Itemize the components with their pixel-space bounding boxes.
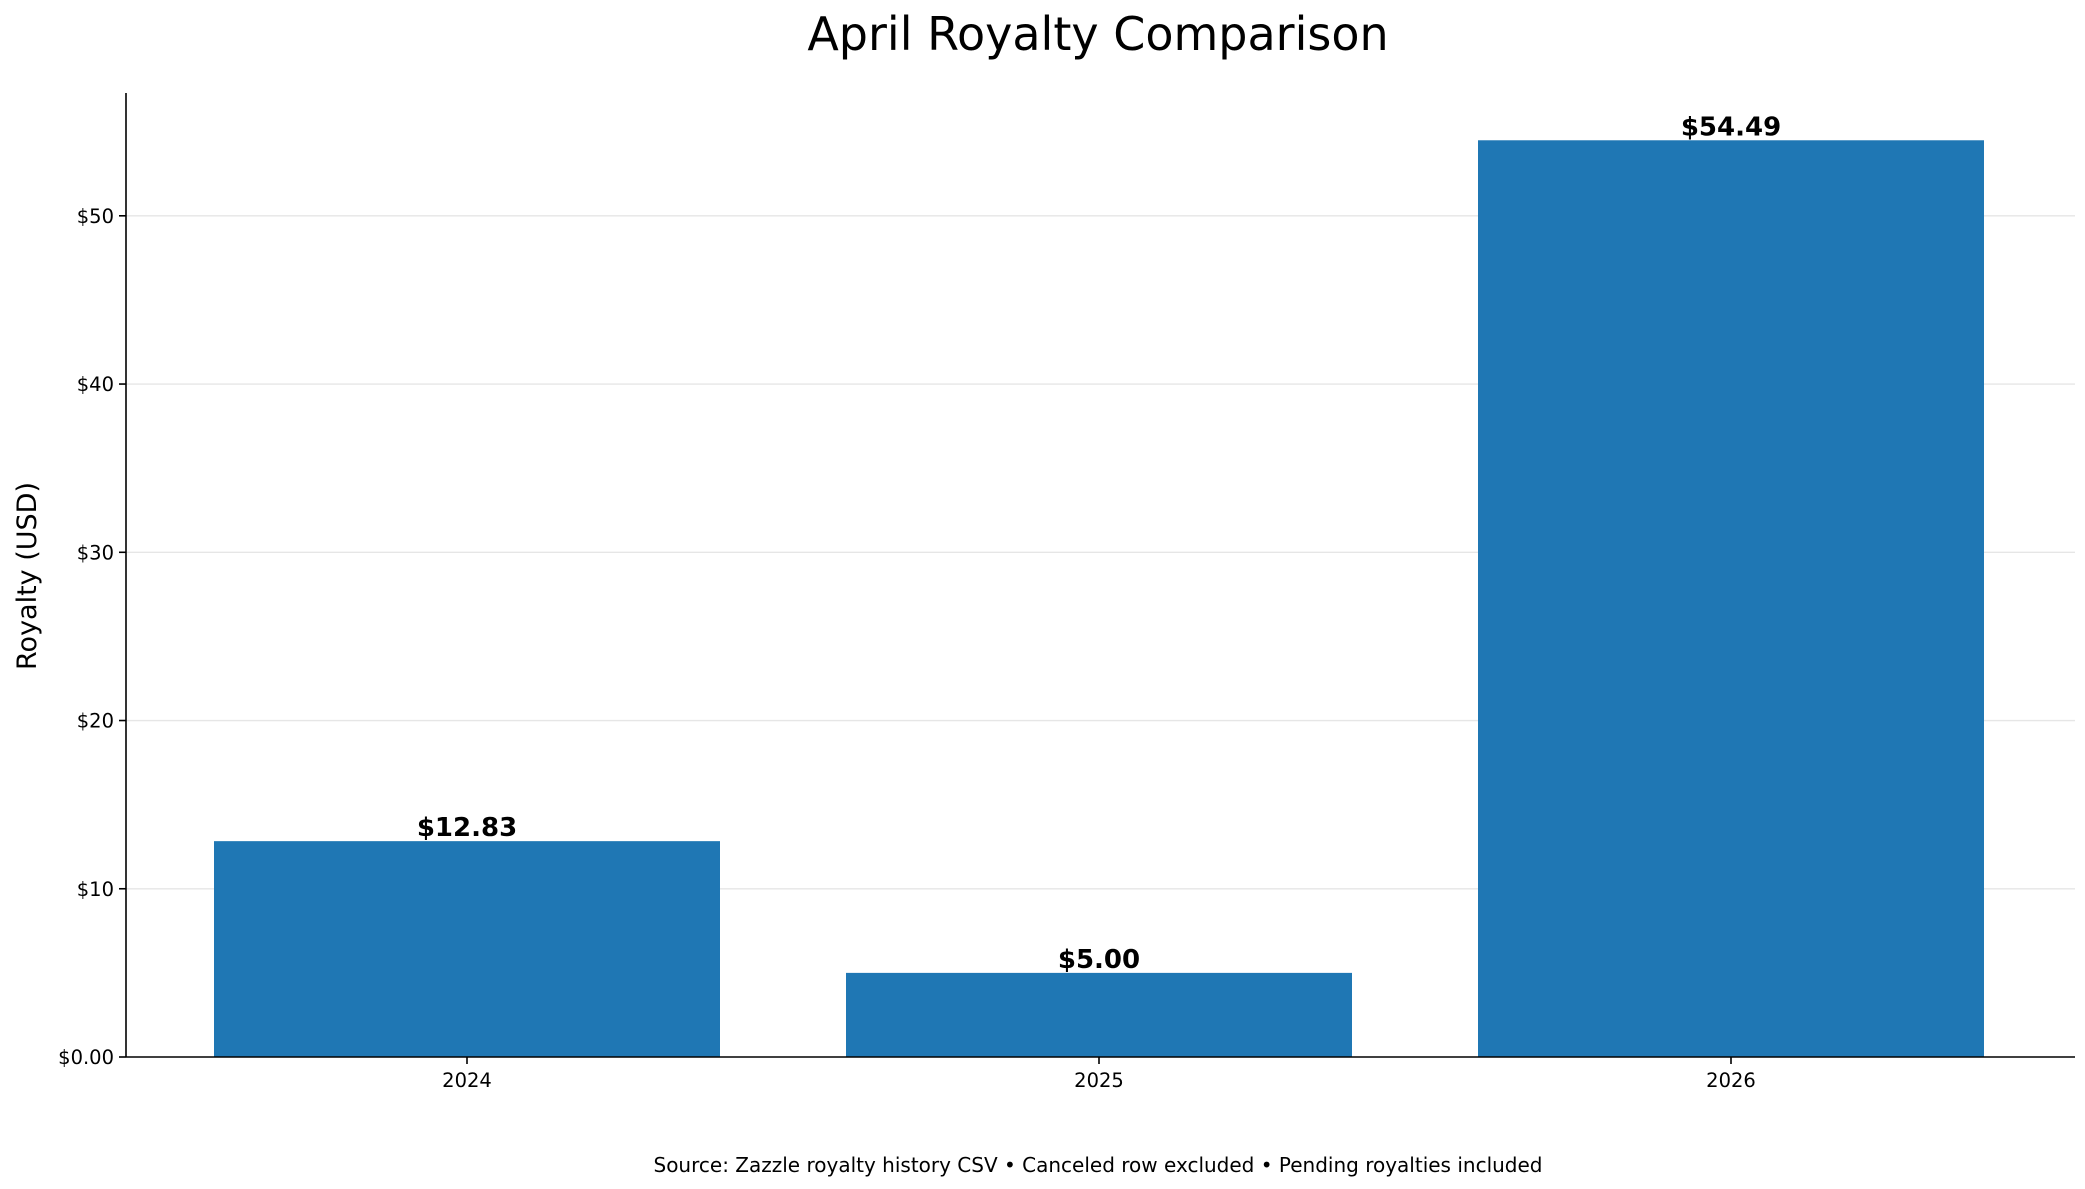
x-tick-label: 2024: [442, 1069, 492, 1092]
bar-value-label: $12.83: [417, 813, 517, 843]
y-axis-label: Royalty (USD): [12, 482, 43, 670]
x-axis-ticks: 2024 2025 2026: [442, 1057, 1756, 1092]
bar-value-label: $5.00: [1058, 945, 1140, 975]
bar-2025: [846, 972, 1352, 1057]
y-tick-label: $10: [77, 878, 114, 901]
bar-2026: [1478, 140, 1984, 1058]
chart-title: April Royalty Comparison: [807, 7, 1388, 61]
y-tick-label: $40: [77, 373, 114, 396]
y-tick-label: $30: [77, 541, 114, 564]
y-axis-ticks: $0.00 $10 $20 $30 $40 $50: [58, 205, 126, 1069]
chart-caption: Source: Zazzle royalty history CSV • Can…: [654, 1153, 1543, 1177]
x-tick-label: 2026: [1706, 1069, 1756, 1092]
bar-value-labels: $12.83 $5.00 $54.49: [417, 112, 1781, 975]
y-tick-label: $50: [77, 205, 114, 228]
x-tick-label: 2025: [1074, 1069, 1124, 1092]
bar-2024: [214, 841, 720, 1057]
bar-value-label: $54.49: [1681, 112, 1781, 142]
bars: [214, 140, 1984, 1058]
y-tick-label: $20: [77, 710, 114, 733]
y-tick-label: $0.00: [58, 1046, 114, 1069]
